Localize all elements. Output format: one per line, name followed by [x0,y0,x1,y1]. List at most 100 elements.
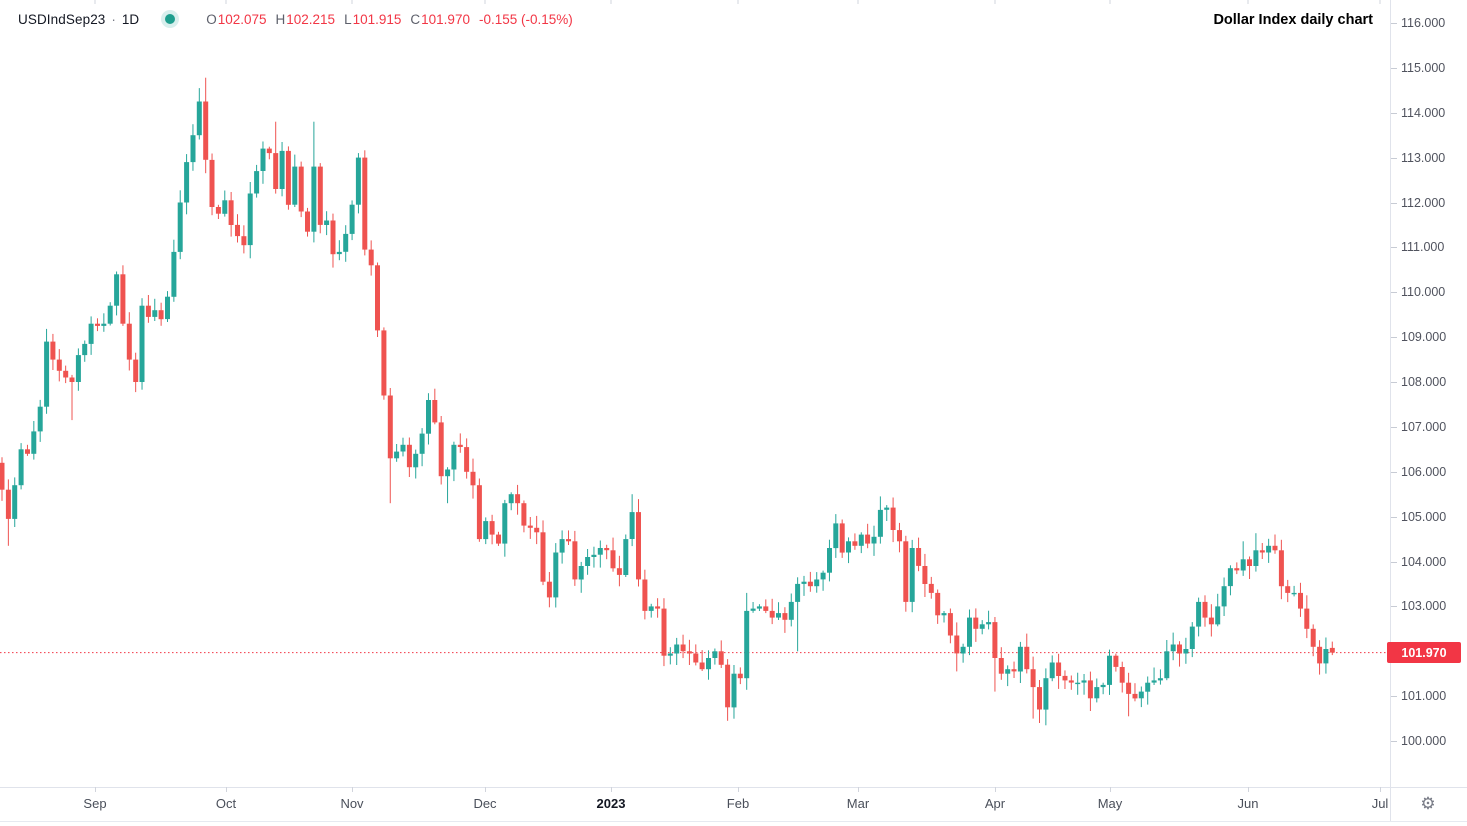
candle-body [795,583,801,602]
candle-body [1329,647,1335,653]
price-tag-value: 101.970 [1401,645,1447,660]
candle-body [215,207,221,214]
candle-body [184,162,190,203]
candle-body [776,613,781,618]
candle-body [667,653,673,656]
candle-body [1323,649,1329,664]
change-value: -0.155 (-0.15%) [478,11,573,27]
candle-body [1164,651,1170,679]
price-axis-tick [1391,292,1397,293]
candle-body [324,220,330,225]
candle-body [1227,568,1233,587]
candle-body [527,525,533,528]
time-axis-label: Jun [1237,796,1259,811]
symbol-name[interactable]: USDIndSep23 [18,11,106,27]
time-axis[interactable]: Sep Oct Nov Dec 2023 Feb Mar Apr May Jun Jul [0,787,1467,822]
candle-body [820,572,826,580]
candle-body [114,274,120,306]
candle-body [756,606,762,609]
candlestick-canvas[interactable] [0,0,1390,787]
candle-body [158,310,164,320]
time-axis-tick [858,787,859,792]
candle-body [1024,646,1030,670]
symbol-legend[interactable]: USDIndSep23 · 1D O 102.075 H 102.215 L 101.… [18,9,573,29]
candle-body [725,664,731,708]
candle-body [107,305,113,324]
time-axis-label: May [1097,796,1123,811]
candle-body [1221,586,1227,607]
candle-body [935,592,941,616]
time-axis-label: Apr [984,796,1006,811]
candle-body [1189,626,1195,649]
candle-body [706,658,711,670]
candle-body [470,471,476,486]
candle-body [1285,586,1291,593]
axis-corner-separator [1390,787,1391,822]
candle-body [807,581,813,587]
candle-body [101,323,107,326]
time-axis-label: Jul [1371,796,1389,811]
candle-body [916,548,922,566]
price-axis-tick [1391,741,1397,742]
candle-body [82,343,88,356]
candle-body [782,613,788,620]
candle-body [909,548,915,602]
candle-body [305,211,310,232]
candle-body [1145,682,1151,692]
candle-body [400,444,406,452]
candle-body [37,406,43,432]
settings-button[interactable]: ⚙ [1413,790,1443,818]
ohlc-close-value: 101.970 [421,11,470,27]
candle-body [139,305,145,382]
price-axis[interactable]: 116.000 115.000 114.000 113.000 112.000 111.0… [1390,0,1467,822]
candle-body [209,159,215,207]
candle-body [196,101,202,136]
timeframe-label[interactable]: 1D [121,11,140,27]
candle-body [597,548,603,555]
candle-body [814,579,820,587]
price-axis-tick [1391,247,1397,248]
candle-body [642,579,648,611]
ohlc-open-value: 102.075 [217,11,267,27]
market-status-icon[interactable] [165,14,176,24]
candle-body [1196,601,1202,627]
candle-body [744,610,750,679]
candle-body [1094,687,1100,699]
candle-body [546,581,552,598]
candle-body [44,341,50,407]
ohlc-close-label: C [410,11,421,27]
price-axis-label: 113.000 [1401,151,1446,165]
chart-pane[interactable] [0,0,1390,787]
candle-body [534,527,540,533]
candle-body [260,148,266,171]
candle-body [50,341,56,360]
candle-body [1011,669,1017,672]
candle-body [877,509,883,537]
candle-body [165,296,170,320]
candle-body [330,220,336,255]
candle-body [674,644,680,654]
price-axis-label: 107.000 [1401,420,1447,434]
candle-body [1234,568,1240,571]
ohlc-high-label: H [275,11,286,27]
candle-body [69,377,75,382]
candle-body [1005,669,1011,674]
time-axis-label: Oct [215,796,237,811]
candle-body [457,444,463,447]
candle-body [928,583,934,593]
price-axis-label: 112.000 [1401,196,1446,210]
candle-body [947,613,953,636]
candle-body [336,251,342,255]
time-axis-tick [95,787,96,792]
candle-body [0,462,5,490]
candle-body [1081,680,1087,683]
candles-group [0,77,1335,726]
candle-body [317,166,323,225]
candle-body [680,644,686,652]
candle-body [858,534,864,546]
candle-body [190,135,196,163]
legend-separator: · [111,11,116,27]
candle-body [228,200,234,225]
candle-body [833,523,839,549]
